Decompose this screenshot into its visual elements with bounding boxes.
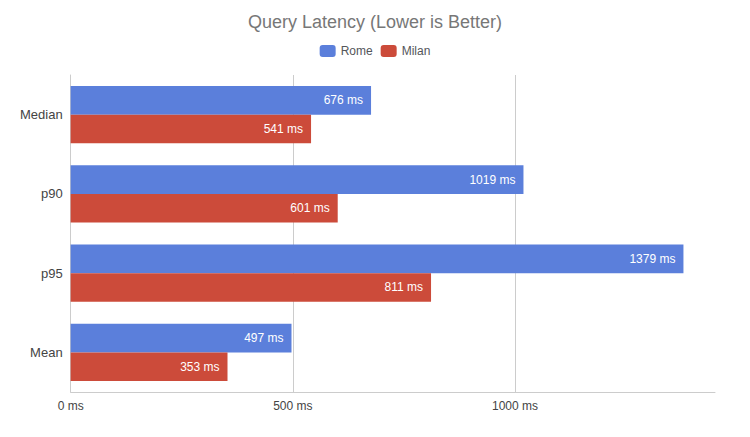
svg-text:500 ms: 500 ms (273, 399, 312, 413)
svg-text:Milan: Milan (402, 44, 431, 58)
svg-text:1379 ms: 1379 ms (629, 252, 675, 266)
svg-text:Mean: Mean (30, 345, 63, 360)
svg-text:1000 ms: 1000 ms (492, 399, 538, 413)
svg-text:601 ms: 601 ms (290, 201, 329, 215)
svg-text:676 ms: 676 ms (324, 93, 363, 107)
svg-text:0 ms: 0 ms (58, 399, 84, 413)
svg-text:541 ms: 541 ms (264, 122, 303, 136)
svg-text:p95: p95 (41, 266, 63, 281)
svg-text:811 ms: 811 ms (385, 280, 423, 294)
svg-text:497 ms: 497 ms (244, 331, 283, 345)
svg-text:p90: p90 (41, 186, 63, 201)
svg-text:Median: Median (20, 107, 63, 122)
svg-text:Query Latency (Lower is Better: Query Latency (Lower is Better) (248, 12, 502, 32)
svg-text:Rome: Rome (341, 44, 373, 58)
svg-text:1019 ms: 1019 ms (469, 173, 515, 187)
svg-text:353 ms: 353 ms (180, 360, 219, 374)
